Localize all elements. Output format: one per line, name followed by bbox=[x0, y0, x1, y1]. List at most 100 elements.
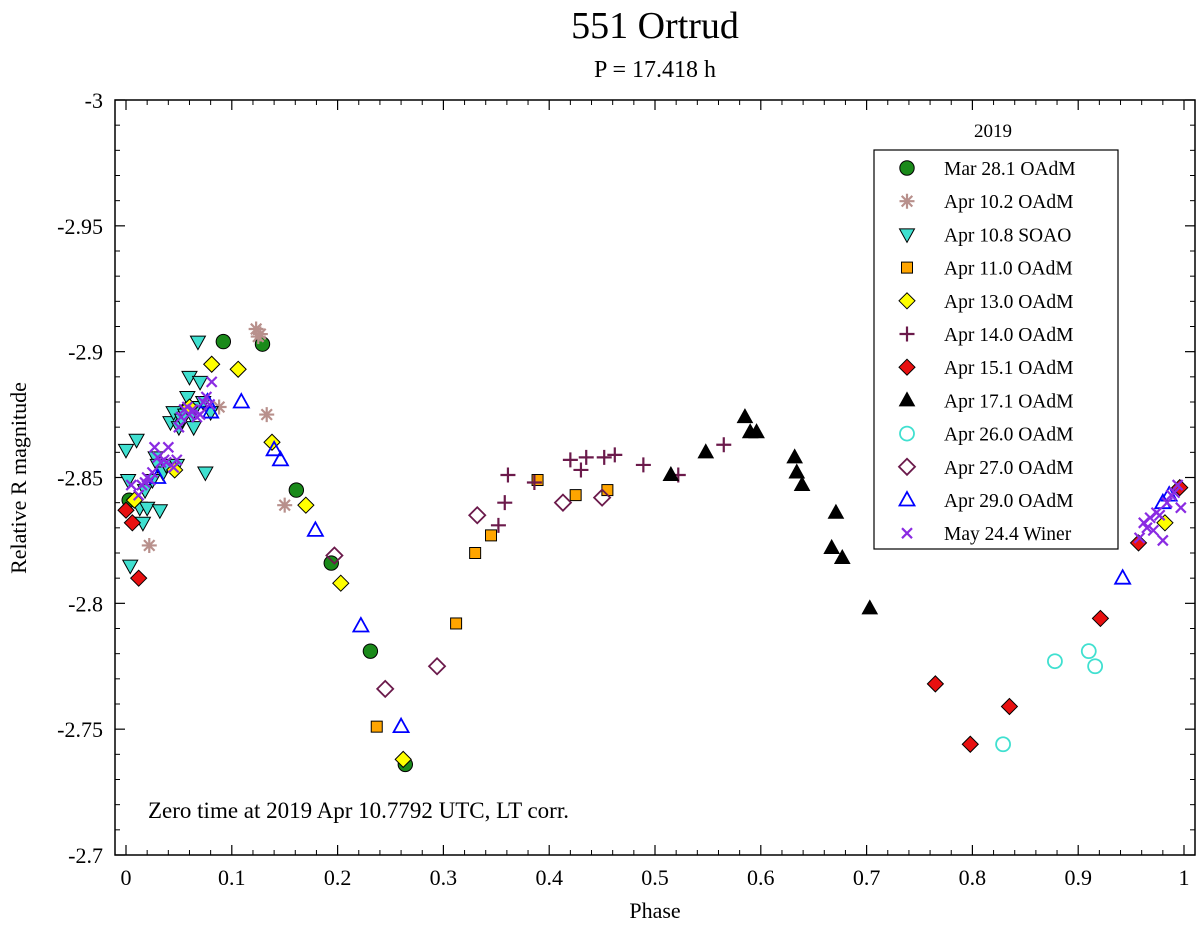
data-point bbox=[1000, 697, 1019, 716]
data-point bbox=[716, 437, 732, 453]
data-point bbox=[167, 461, 180, 474]
legend-label: Apr 10.8 SOAO bbox=[944, 225, 1071, 246]
data-point bbox=[562, 452, 578, 468]
series-2 bbox=[141, 321, 293, 553]
data-point bbox=[1153, 509, 1166, 522]
legend-marker bbox=[899, 160, 915, 176]
legend-label: Apr 17.1 OAdM bbox=[944, 391, 1073, 412]
legend-item: Apr 10.2 OAdM bbox=[899, 192, 1073, 213]
data-point bbox=[141, 537, 157, 553]
data-point bbox=[194, 408, 206, 421]
data-point bbox=[297, 496, 315, 514]
legend-label: Apr 13.0 OAdM bbox=[944, 292, 1073, 313]
data-point bbox=[288, 482, 305, 498]
y-tick-label: -2.9 bbox=[68, 340, 103, 365]
series-8 bbox=[662, 408, 879, 615]
data-point bbox=[211, 399, 227, 415]
data-point bbox=[265, 439, 284, 457]
data-point bbox=[500, 467, 516, 483]
data-point bbox=[1133, 532, 1146, 544]
data-point bbox=[325, 546, 344, 565]
legend-label: May 24.4 Winer bbox=[944, 524, 1072, 545]
data-point bbox=[129, 569, 148, 587]
data-point bbox=[117, 443, 135, 459]
data-point bbox=[179, 390, 196, 406]
data-point bbox=[306, 520, 325, 537]
legend-label: Apr 29.0 OAdM bbox=[944, 491, 1073, 512]
legend-label: Apr 15.1 OAdM bbox=[944, 358, 1073, 379]
legend-label: Apr 27.0 OAdM bbox=[944, 458, 1073, 479]
legend-marker bbox=[899, 193, 915, 209]
legend-marker bbox=[901, 527, 913, 539]
data-point bbox=[450, 617, 463, 630]
legend-item: Apr 15.1 OAdM bbox=[898, 358, 1073, 379]
legend-marker bbox=[897, 457, 917, 477]
legend-label: Apr 26.0 OAdM bbox=[944, 425, 1073, 446]
data-point bbox=[1091, 609, 1110, 628]
y-tick-label: -2.95 bbox=[57, 214, 103, 239]
data-point bbox=[200, 391, 213, 403]
series-10 bbox=[325, 488, 612, 699]
legend-item: Apr 11.0 OAdM bbox=[901, 259, 1073, 280]
legend-marker bbox=[898, 358, 916, 376]
y-tick-label: -3 bbox=[85, 88, 103, 113]
data-point bbox=[573, 462, 589, 478]
x-tick-label: 0.2 bbox=[324, 865, 352, 890]
data-point bbox=[362, 643, 379, 659]
data-point bbox=[1129, 534, 1148, 552]
legend-marker bbox=[898, 228, 916, 244]
data-point bbox=[323, 555, 339, 571]
x-axis: 0 0.1 0.2 0.3 0.4 0.5 0.6 0.7 0.8 0.9 1 bbox=[121, 100, 1190, 890]
data-point bbox=[277, 497, 293, 513]
data-point bbox=[160, 456, 172, 469]
data-point bbox=[578, 449, 594, 465]
data-point bbox=[1141, 522, 1153, 534]
series-11 bbox=[148, 392, 1179, 734]
data-point bbox=[185, 421, 203, 437]
y-axis: -3 -2.95 -2.9 -2.85 -2.8 -2.75 -2.7 bbox=[57, 88, 1195, 868]
legend-item: Apr 17.1 OAdM bbox=[898, 391, 1073, 412]
data-point bbox=[370, 720, 383, 733]
legend-label: Mar 28.1 OAdM bbox=[944, 159, 1076, 180]
data-point bbox=[861, 599, 879, 615]
series-4 bbox=[370, 474, 614, 733]
data-point bbox=[697, 443, 715, 459]
x-axis-label: Phase bbox=[629, 898, 680, 923]
y-axis-label: Relative R magnitude bbox=[6, 382, 31, 574]
x-tick-label: 1 bbox=[1179, 865, 1190, 890]
data-point bbox=[736, 408, 754, 424]
legend-item: Apr 27.0 OAdM bbox=[897, 457, 1073, 479]
y-tick-label: -2.75 bbox=[57, 717, 103, 742]
series-12 bbox=[125, 376, 1187, 547]
data-point bbox=[427, 656, 447, 676]
legend-item: Apr 26.0 OAdM bbox=[899, 425, 1073, 446]
data-point bbox=[786, 448, 804, 464]
data-point bbox=[469, 547, 482, 559]
data-point bbox=[788, 463, 806, 479]
data-point bbox=[205, 376, 218, 388]
legend-marker bbox=[901, 261, 913, 274]
data-point bbox=[827, 503, 845, 519]
data-point bbox=[569, 489, 582, 502]
legend-marker bbox=[898, 292, 916, 310]
x-tick-label: 0.1 bbox=[218, 865, 246, 890]
data-point bbox=[123, 514, 142, 532]
data-point bbox=[151, 504, 169, 520]
data-point bbox=[1168, 486, 1181, 499]
chart-subtitle: P = 17.418 h bbox=[594, 57, 716, 83]
data-point bbox=[1156, 514, 1174, 532]
zero-time-annotation: Zero time at 2019 Apr 10.7792 UTC, LT co… bbox=[148, 798, 569, 823]
legend-item: Apr 10.8 SOAO bbox=[898, 225, 1071, 246]
data-point bbox=[203, 398, 216, 411]
data-point bbox=[125, 479, 138, 491]
data-point bbox=[531, 474, 544, 487]
data-point bbox=[526, 475, 542, 491]
data-point bbox=[186, 403, 199, 416]
data-point bbox=[1161, 496, 1173, 509]
legend-item: Apr 29.0 OAdM bbox=[897, 490, 1073, 512]
data-point bbox=[748, 423, 765, 439]
data-point bbox=[1113, 568, 1132, 585]
data-point bbox=[394, 750, 412, 769]
x-tick-label: 0.9 bbox=[1064, 865, 1092, 890]
